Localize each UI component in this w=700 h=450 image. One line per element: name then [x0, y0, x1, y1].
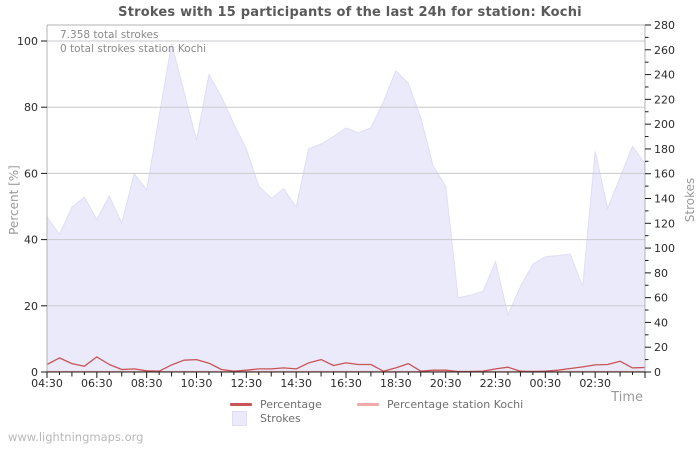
x-tick-label: 20:30 — [430, 377, 462, 390]
annotation-station-total: 0 total strokes station Kochi — [60, 43, 207, 55]
y-right-tick-label: 220 — [654, 93, 675, 106]
y-right-tick-label: 260 — [654, 44, 675, 57]
y-right-tick-label: 240 — [654, 69, 675, 82]
x-tick-label: 04:30 — [31, 377, 63, 390]
legend-label-station: Percentage station Kochi — [387, 398, 524, 411]
y-right-tick-label: 100 — [654, 242, 675, 255]
x-tick-label: 00:30 — [529, 377, 561, 390]
y-right-tick-label: 140 — [654, 193, 675, 206]
y-right-tick-label: 40 — [654, 316, 668, 329]
y-right-tick-label: 160 — [654, 168, 675, 181]
x-tick-label: 12:30 — [230, 377, 262, 390]
y-right-tick-label: 120 — [654, 217, 675, 230]
x-tick-label: 02:30 — [579, 377, 611, 390]
y-right-tick-label: 0 — [654, 366, 661, 379]
y-right-tick-label: 280 — [654, 19, 675, 32]
x-axis-title: Time — [611, 390, 643, 405]
strokes-area-series — [46, 43, 646, 373]
legend-label-strokes: Strokes — [260, 412, 301, 425]
y-right-tick-label: 180 — [654, 143, 675, 156]
station-line-swatch-icon — [357, 403, 379, 406]
chart-legend: Percentage Percentage station Kochi Stro… — [230, 398, 523, 426]
x-tick-label: 14:30 — [280, 377, 312, 390]
y-right-axis-title: Strokes — [683, 177, 697, 223]
percentage-line-series — [46, 356, 646, 373]
legend-row-area: Strokes — [230, 411, 523, 426]
x-tick-label: 18:30 — [380, 377, 412, 390]
y-left-tick-label: 0 — [31, 366, 38, 379]
y-left-tick-label: 100 — [17, 35, 38, 48]
legend-row-lines: Percentage Percentage station Kochi — [230, 398, 523, 411]
y-right-tick-label: 20 — [654, 341, 668, 354]
strokes-area-swatch-icon — [232, 411, 247, 426]
y-left-tick-label: 20 — [24, 300, 38, 313]
legend-label-percentage: Percentage — [260, 398, 322, 411]
x-tick-label: 08:30 — [131, 377, 163, 390]
y-right-tick-label: 200 — [654, 118, 675, 131]
y-left-tick-label: 40 — [24, 234, 38, 247]
percentage-line-swatch-icon — [230, 403, 252, 406]
y-right-tick-label: 60 — [654, 292, 668, 305]
y-left-axis-title: Percent [%] — [7, 165, 21, 235]
x-tick-label: 06:30 — [81, 377, 113, 390]
y-left-tick-label: 80 — [24, 101, 38, 114]
y-left-tick-label: 60 — [24, 167, 38, 180]
annotation-total-strokes: 7.358 total strokes — [60, 29, 159, 41]
x-tick-label: 10:30 — [181, 377, 213, 390]
x-tick-label: 16:30 — [330, 377, 362, 390]
chart-title: Strokes with 15 participants of the last… — [118, 5, 582, 20]
y-right-tick-label: 80 — [654, 267, 668, 280]
x-tick-label: 22:30 — [480, 377, 512, 390]
watermark: www.lightningmaps.org — [8, 430, 144, 444]
